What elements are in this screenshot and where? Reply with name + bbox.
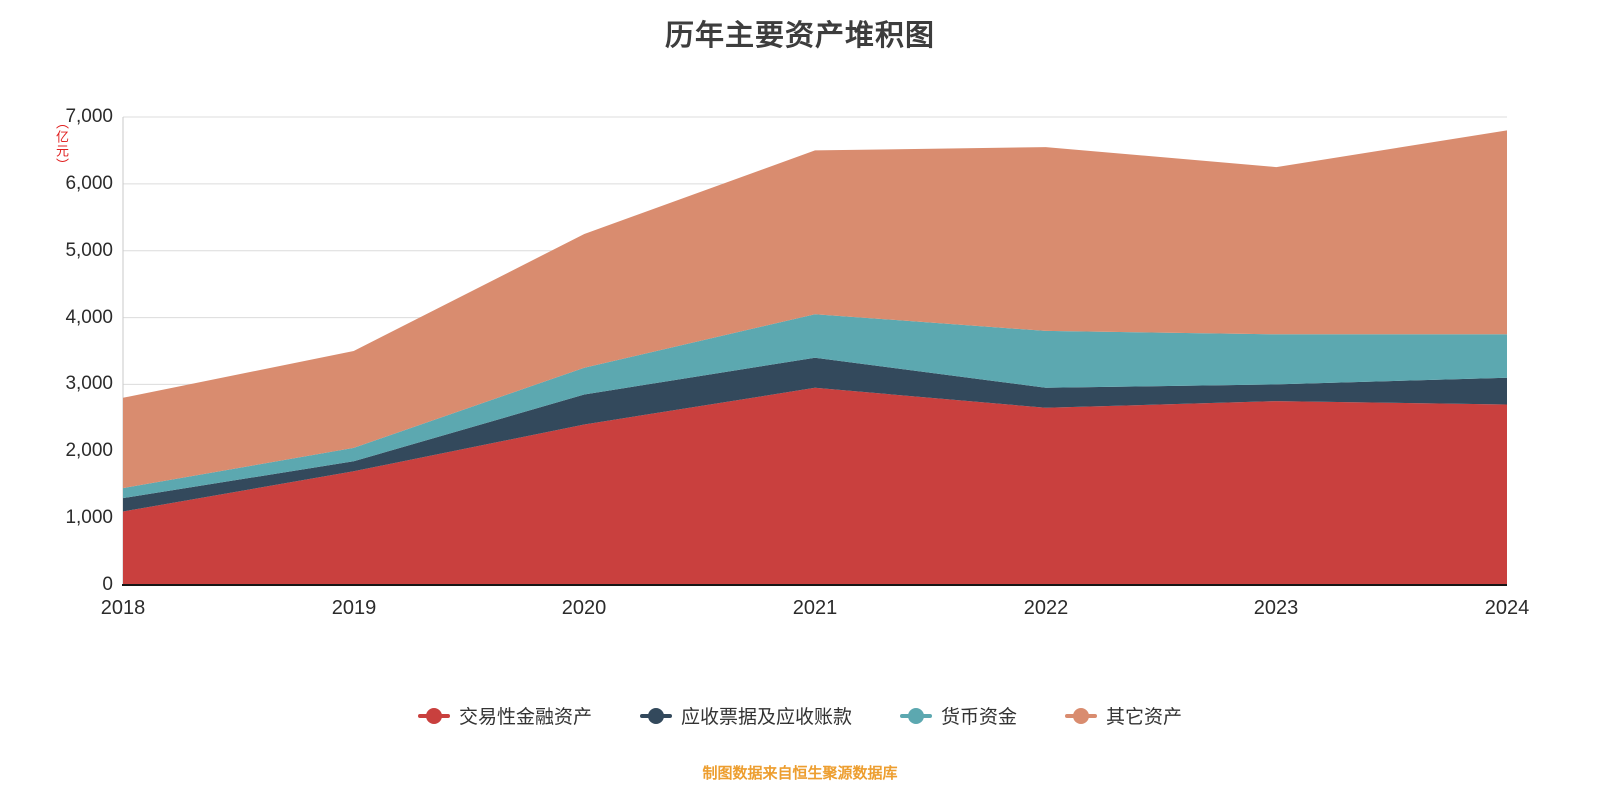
x-axis-tick-label: 2021 [792,597,838,619]
x-axis-tick-label: 2020 [561,597,607,619]
chart-legend: 交易性金融资产 应收票据及应收账款 货币资金 其它资产 [0,702,1600,729]
y-axis-tick-label: 5,000 [65,240,113,261]
y-axis-tick-label: 4,000 [65,307,113,328]
legend-item-4[interactable]: 其它资产 [1065,702,1182,729]
legend-marker-icon [900,707,932,724]
legend-label: 应收票据及应收账款 [680,707,852,728]
legend-label: 货币资金 [941,707,1018,728]
y-axis-unit-label: （亿元） [54,116,69,172]
legend-item-3[interactable]: 货币资金 [900,702,1017,729]
x-axis-tick-label: 2019 [331,597,377,619]
legend-label: 其它资产 [1106,707,1183,728]
y-axis-tick-label: 1,000 [65,507,113,528]
x-axis-tick-label: 2022 [1023,597,1069,619]
legend-label: 交易性金融资产 [458,707,592,728]
x-axis-tick-label: 2018 [100,597,146,619]
area-series-2 [123,357,1507,512]
x-axis-tick-label: 2024 [1484,597,1530,619]
y-axis-tick-label: 0 [102,574,113,595]
area-series-4 [123,130,1507,489]
y-axis-tick-label: 3,000 [65,373,113,394]
data-source-note: 制图数据来自恒生聚源数据库 [702,765,898,782]
legend-item-1[interactable]: 交易性金融资产 [417,702,592,729]
legend-marker-icon [417,707,450,724]
y-axis-tick-label: 2,000 [65,440,113,461]
legend-marker-icon [1065,707,1098,724]
chart-title: 历年主要资产堆积图 [664,20,935,52]
x-axis-tick-label: 2023 [1253,597,1299,619]
legend-item-2[interactable]: 应收票据及应收账款 [639,702,852,729]
y-axis-tick-label: 7,000 [65,106,113,127]
y-axis-tick-label: 6,000 [65,173,113,194]
area-series-3 [123,314,1507,499]
area-series-1 [123,387,1507,585]
legend-marker-icon [639,707,672,724]
